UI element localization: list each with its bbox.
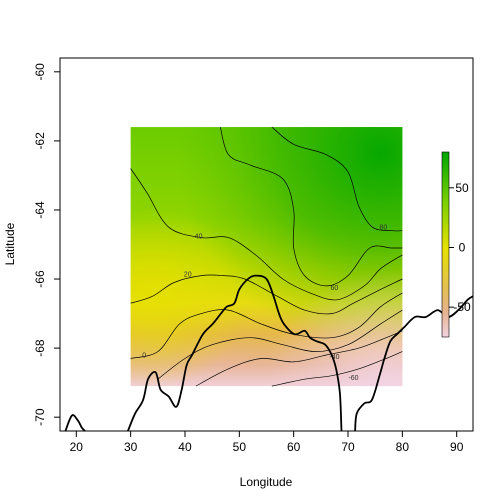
coastline [64, 274, 473, 431]
contour-label: -60 [348, 375, 358, 382]
coastline-segment-1 [64, 414, 86, 431]
contour-line-60 [219, 126, 403, 287]
x-tick-label: 20 [70, 440, 84, 454]
contour-line--60 [271, 351, 403, 387]
x-tick-label: 30 [124, 440, 138, 454]
contour-lines [130, 126, 403, 387]
colorbar-tick-label: 0 [459, 240, 466, 254]
colorbar-ticks: 50 0 -50 [449, 181, 471, 314]
y-tick-label: -70 [33, 408, 47, 426]
y-tick-label: -68 [33, 339, 47, 357]
contour-line--40 [195, 330, 403, 387]
y-axis-label: Latitude [3, 222, 17, 265]
contour-label: 60 [331, 285, 339, 292]
x-tick-label: 90 [450, 440, 464, 454]
contour-line-40 [130, 168, 403, 301]
x-tick-label: 40 [178, 440, 192, 454]
contour-label: -40 [329, 354, 339, 361]
coastline-segment-3 [354, 295, 473, 431]
y-tick-label: -62 [33, 132, 47, 150]
colorbar: 50 0 -50 [441, 151, 471, 338]
colorbar-tick-label: -50 [453, 300, 471, 314]
contour-line-0 [130, 292, 403, 359]
contour-label: 0 [142, 353, 146, 360]
y-tick-label: -66 [33, 270, 47, 288]
y-tick-label: -64 [33, 201, 47, 219]
contour-line-20 [130, 274, 403, 315]
contour-line-80 [271, 126, 403, 232]
x-axis: 20 30 40 50 60 70 80 90 [70, 431, 464, 454]
contour-labels: 80 40 60 20 0 -40 -60 [142, 225, 387, 382]
colorbar-tick-label: 50 [455, 181, 469, 195]
contour-label: 80 [379, 225, 387, 232]
x-axis-label: Longitude [240, 475, 293, 489]
colorbar-gradient [441, 151, 450, 338]
plot-frame [59, 57, 474, 432]
y-axis: -60 -62 -64 -66 -68 -70 [33, 63, 60, 426]
contour-label: 40 [195, 233, 203, 240]
x-tick-label: 60 [287, 440, 301, 454]
coastline-segment-2 [127, 274, 343, 431]
x-tick-label: 80 [396, 440, 410, 454]
x-tick-label: 70 [341, 440, 355, 454]
contour-label: 20 [184, 271, 192, 278]
x-tick-label: 50 [233, 440, 247, 454]
y-tick-label: -60 [33, 63, 47, 81]
